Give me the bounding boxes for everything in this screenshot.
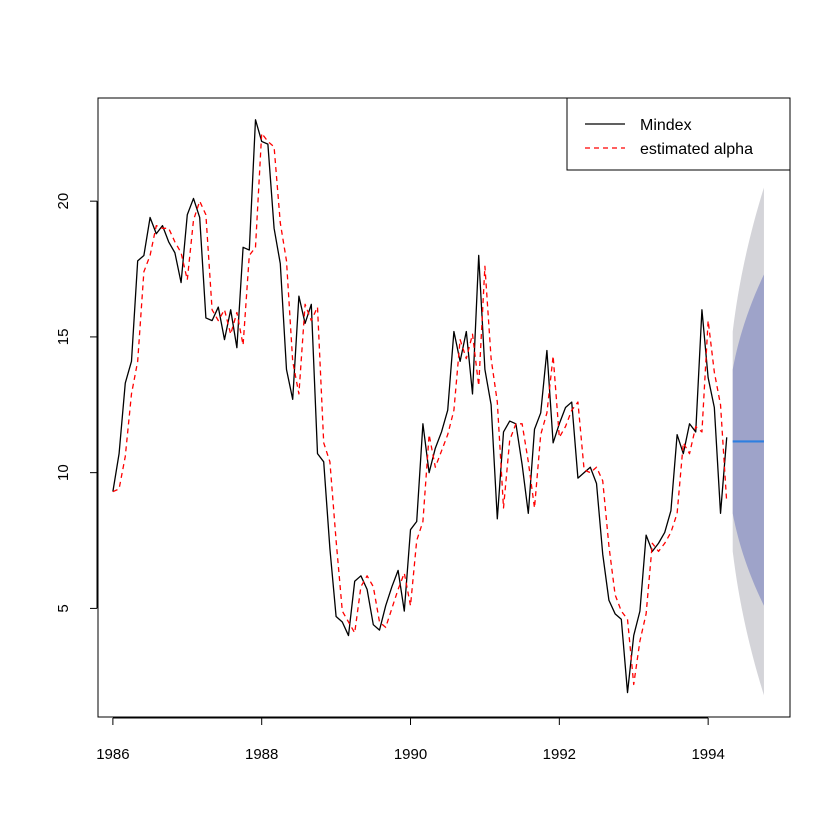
y-tick-label: 15	[55, 329, 72, 346]
x-tick-label: 1992	[543, 746, 576, 763]
series-line-mindex	[112, 119, 728, 694]
x-tick-label: 1986	[96, 746, 129, 763]
series-line-estimated-alpha	[112, 132, 728, 686]
plot-frame	[97, 97, 791, 718]
legend: Mindex estimated alpha	[566, 97, 791, 171]
legend-label-estimated-alpha: estimated alpha	[640, 141, 753, 158]
series-layer	[112, 119, 728, 694]
x-tick-label: 1994	[691, 746, 724, 763]
y-tick-label: 5	[55, 604, 72, 612]
y-tick-label: 10	[55, 464, 72, 481]
y-axis: 5 10 15 20	[55, 193, 98, 613]
legend-label-mindex: Mindex	[640, 117, 692, 134]
y-tick-label: 20	[55, 193, 72, 210]
forecast-band-80	[732, 274, 764, 606]
x-tick-label: 1990	[394, 746, 427, 763]
x-tick-label: 1988	[245, 746, 278, 763]
legend-box	[566, 97, 791, 171]
x-axis: 1986 1988 1990 1992 1994	[96, 717, 725, 763]
